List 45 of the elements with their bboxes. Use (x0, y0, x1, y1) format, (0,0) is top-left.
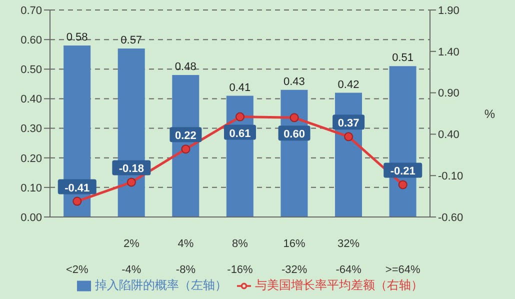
data-label: 0.37 (338, 118, 360, 130)
legend-label: 与美国增长率平均差额（右轴） (255, 278, 423, 292)
y2-tick-label: -0.10 (438, 170, 464, 183)
category-label: 32%-64% (336, 238, 362, 276)
y2-tick-label: 1.90 (438, 4, 460, 17)
data-label: 0.61 (229, 128, 251, 140)
data-label: 0.48 (174, 61, 196, 74)
data-label: -0.18 (118, 163, 144, 176)
y-tick-label: 0.10 (20, 182, 42, 194)
x-tick-label: >=64% (385, 264, 421, 276)
y2-tick-label: -0.60 (438, 212, 464, 224)
y2-tick-label: 1.40 (438, 46, 460, 58)
data-label: 0.57 (120, 34, 142, 46)
y-tick-label: 0.70 (20, 4, 42, 17)
category-label: 16%-32% (281, 238, 308, 276)
data-label: 0.41 (229, 82, 251, 94)
y-tick-label: 0.30 (20, 123, 42, 136)
point (398, 180, 408, 190)
y-tick-label: 0.00 (20, 212, 42, 224)
category-label: 8%-16% (227, 238, 253, 276)
y-tick-label: 0.50 (20, 64, 42, 76)
y2-tick-label: 0.40 (438, 129, 460, 142)
point (181, 144, 190, 154)
point (72, 196, 82, 206)
point (236, 112, 244, 122)
y2-tick-label: 0.90 (438, 88, 460, 100)
category-label: 4%-8% (176, 238, 196, 276)
data-label: 0.22 (175, 130, 196, 142)
data-label: 0.42 (338, 78, 360, 91)
data-label: 0.60 (284, 128, 305, 141)
data-label: -0.21 (390, 166, 416, 178)
data-label: -0.41 (64, 182, 90, 194)
legend-label: 掉入陷阱的概率（左轴） (95, 278, 227, 292)
y-tick-label: 0.60 (20, 34, 42, 46)
y2-axis-title: % (484, 106, 496, 121)
x-tick-label: <2% (66, 264, 89, 276)
data-label: 0.43 (284, 76, 305, 88)
data-label: 0.58 (66, 31, 88, 44)
y-tick-label: 0.40 (20, 94, 42, 106)
point (126, 178, 136, 187)
y-tick-label: 0.20 (20, 152, 42, 165)
data-label: 0.51 (392, 52, 414, 64)
category-label: 2%-4% (122, 238, 142, 276)
point (344, 132, 354, 142)
point (290, 113, 299, 122)
